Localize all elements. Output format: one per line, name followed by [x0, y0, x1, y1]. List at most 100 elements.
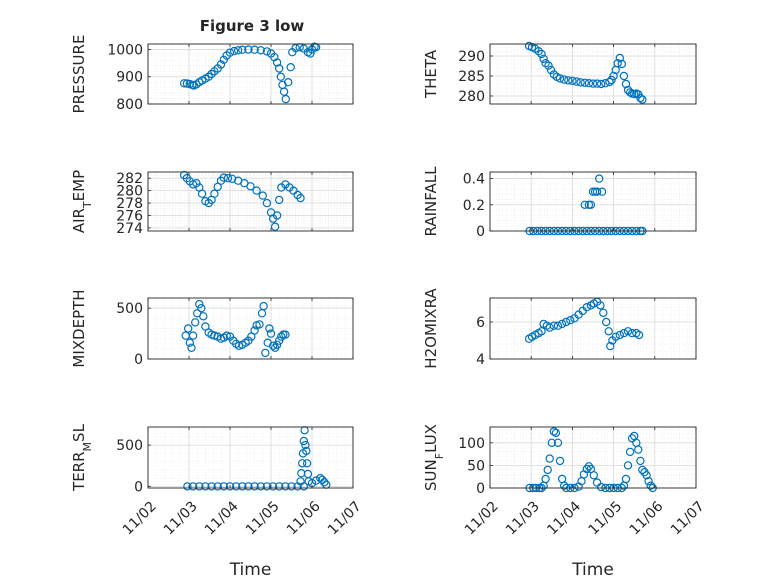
y-axis-label-sub: M	[81, 442, 94, 452]
data-point	[299, 436, 308, 446]
data-point	[286, 62, 295, 72]
data-point	[275, 64, 284, 73]
y-axis-label-rest: EMP	[70, 170, 88, 201]
data-point	[553, 321, 563, 330]
panel-3: 0 0.2 0.4 RAINFALL	[422, 166, 697, 240]
data-point	[219, 55, 228, 65]
axes-box	[489, 297, 697, 360]
data-point	[296, 193, 305, 203]
data-point	[555, 74, 565, 83]
data-point	[255, 320, 264, 329]
data-point	[568, 76, 577, 86]
panel-0: 800 900 1000 PRESSURE	[70, 35, 354, 114]
data-point	[621, 474, 631, 484]
data-point	[258, 191, 267, 200]
y-tick-label: 0	[134, 352, 143, 368]
data-point	[537, 327, 546, 336]
data-point	[187, 343, 196, 352]
y-axis-label-rest: SL	[70, 423, 88, 442]
data-point	[302, 446, 311, 456]
data-point	[201, 482, 210, 491]
data-point	[545, 454, 554, 463]
y-axis-label-sub: T	[81, 201, 94, 209]
data-point	[576, 78, 585, 87]
data-point	[207, 482, 216, 491]
data-point	[627, 434, 637, 443]
axes-box	[489, 43, 697, 105]
data-point	[546, 65, 556, 75]
data-point	[602, 317, 611, 327]
data-point	[302, 459, 312, 468]
y-axis-label-main: MIXDEPTH	[70, 289, 88, 367]
data-point	[298, 459, 307, 468]
data-point	[231, 482, 241, 491]
data-point	[562, 317, 571, 327]
y-axis-label-main: PRESSURE	[70, 35, 88, 114]
data-point	[238, 45, 247, 54]
data-point	[549, 70, 559, 79]
data-point	[582, 303, 592, 312]
panel-4: 0 500 MIXDEPTH	[70, 289, 354, 368]
data-point	[320, 478, 329, 487]
data-point	[277, 332, 286, 341]
data-point	[244, 45, 253, 54]
data-point	[625, 88, 635, 97]
data-point	[272, 211, 282, 220]
data-point	[188, 331, 198, 340]
data-point	[306, 49, 315, 58]
data-point	[197, 304, 206, 313]
data-point	[586, 200, 596, 209]
data-point	[281, 482, 290, 491]
figure-title: Figure 3 low	[200, 17, 305, 35]
data-point	[213, 182, 222, 192]
data-point	[566, 316, 575, 325]
y-tick-label: 290	[458, 49, 485, 65]
data-point	[222, 331, 231, 340]
data-point	[580, 200, 590, 209]
y-axis-label: H2OMIXRA	[422, 288, 440, 369]
y-axis-label-main: RAINFALL	[422, 166, 440, 237]
data-point	[623, 327, 633, 336]
data-point	[265, 324, 274, 333]
y-axis-label: AIRTEMP	[70, 170, 94, 233]
data-point	[219, 173, 228, 182]
data-point	[555, 456, 565, 466]
data-point	[213, 482, 222, 491]
data-point	[281, 330, 290, 339]
x-axis-label: Time	[229, 560, 272, 580]
data-point	[537, 49, 546, 59]
data-point	[636, 456, 645, 466]
data-point	[252, 186, 261, 195]
data-point	[192, 178, 201, 188]
data-point	[233, 46, 243, 55]
data-point	[541, 474, 550, 484]
y-axis-label: SUNFLUX	[422, 424, 446, 491]
data-point	[551, 428, 561, 438]
data-point	[183, 482, 192, 491]
data-point	[262, 198, 272, 208]
data-point	[190, 318, 200, 327]
data-point	[311, 476, 321, 485]
data-point	[238, 482, 247, 491]
data-point	[580, 78, 590, 88]
data-point	[543, 465, 552, 475]
axes-box	[147, 171, 354, 232]
data-point	[619, 71, 629, 81]
y-tick-label: 0	[134, 479, 143, 495]
data-point	[615, 330, 625, 340]
data-point	[619, 328, 629, 338]
data-point	[611, 332, 620, 341]
data-point	[549, 427, 559, 436]
data-point	[553, 438, 563, 447]
data-point	[275, 195, 284, 205]
data-point	[605, 77, 614, 87]
y-tick-label: 274	[116, 221, 143, 237]
y-tick-label: 50	[467, 458, 485, 474]
data-point	[229, 46, 239, 56]
data-point	[615, 53, 625, 63]
data-point	[638, 95, 647, 104]
y-axis-label: PRESSURE	[70, 35, 88, 114]
data-point	[596, 301, 605, 310]
